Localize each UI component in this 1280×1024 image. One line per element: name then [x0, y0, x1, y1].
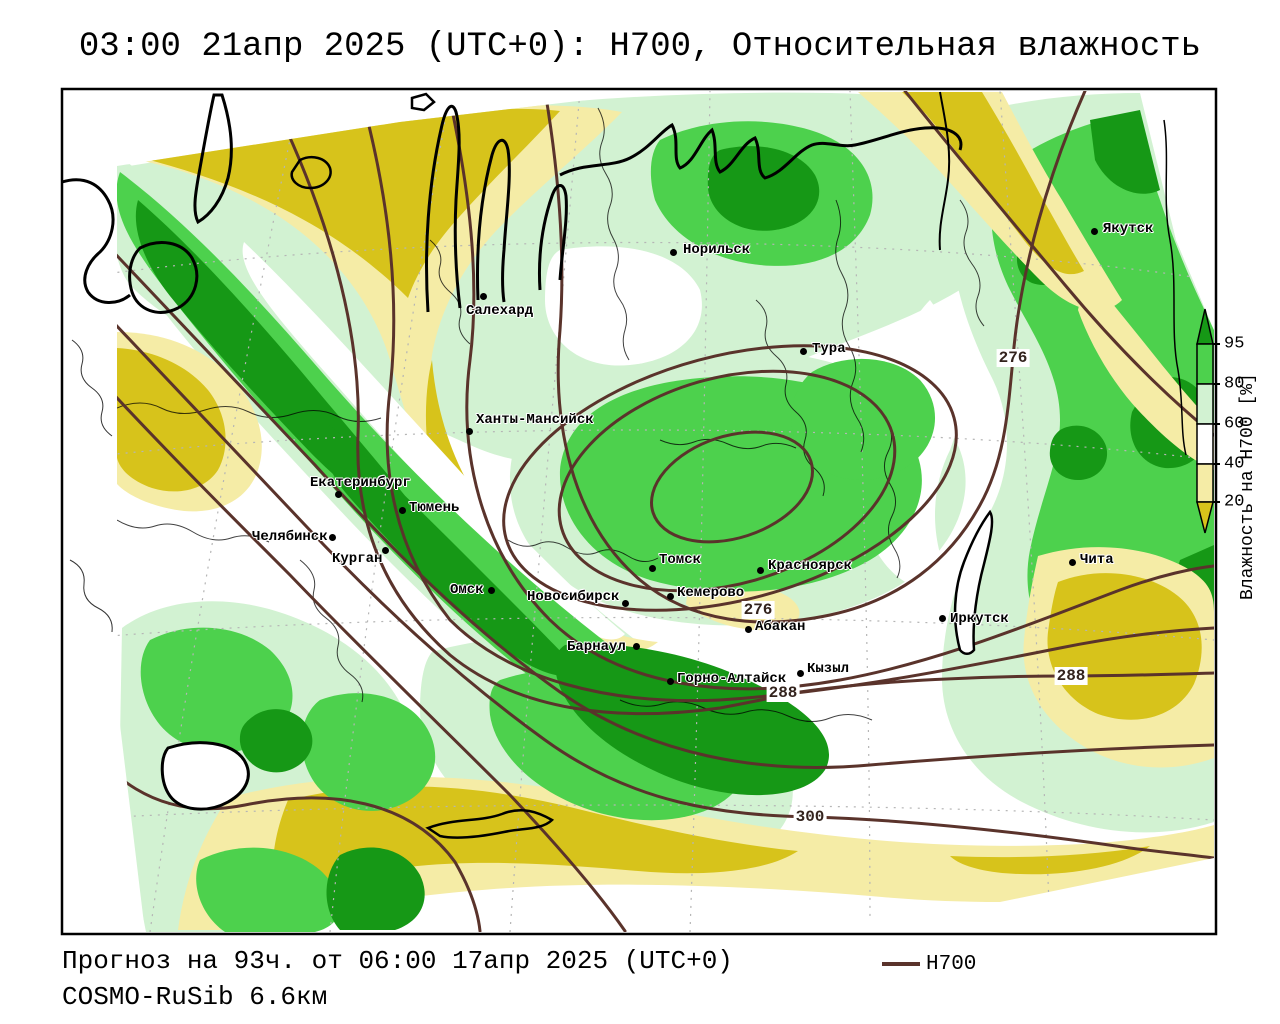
city-dot: [487, 586, 495, 594]
colorbar-tick-mark: [1213, 501, 1220, 503]
city-dot: [744, 625, 752, 633]
city-dot: [1068, 558, 1076, 566]
city-label: Горно-Алтайск: [677, 671, 787, 687]
city-label: Якутск: [1103, 221, 1154, 237]
city-dot: [398, 506, 406, 514]
h700-contours: [117, 91, 1214, 932]
city-dot: [938, 614, 946, 622]
city-label: Кызыл: [807, 661, 850, 677]
city-dot: [669, 248, 677, 256]
city-dot: [648, 564, 656, 572]
city-label: Абакан: [755, 619, 806, 635]
page-title: 03:00 21апр 2025 (UTC+0): H700, Относите…: [78, 28, 1202, 66]
city-label: Тура: [812, 341, 846, 357]
city-dot: [465, 427, 473, 435]
city-label: Новосибирск: [527, 589, 620, 605]
city-label: Екатеринбург: [310, 475, 411, 491]
forecast-caption: Прогноз на 93ч. от 06:00 17апр 2025 (UTC…: [62, 946, 733, 976]
city-label: Омск: [450, 582, 484, 598]
city-label: Норильск: [683, 242, 751, 258]
city-dot: [666, 592, 674, 600]
colorbar-tick-mark: [1213, 463, 1220, 465]
city-dot: [328, 533, 336, 541]
city-label: Томск: [659, 552, 702, 568]
contour-value-label: 288: [1054, 667, 1088, 685]
city-label: Кемерово: [677, 585, 745, 601]
city-label: Салехард: [466, 303, 534, 319]
city-dot: [334, 490, 342, 498]
city-label: Челябинск: [252, 529, 328, 545]
city-dot: [632, 642, 640, 650]
admin-borders: [117, 107, 985, 722]
city-dot: [796, 669, 804, 677]
city-dot: [666, 677, 674, 685]
h700-legend-label: H700: [926, 952, 977, 976]
city-dot: [621, 599, 629, 607]
h700-legend-line-sample: [882, 962, 920, 966]
city-dot: [1090, 227, 1098, 235]
h700-legend: H700: [882, 950, 976, 978]
contour-value-label: 276: [741, 601, 775, 619]
colorbar-tick-mark: [1213, 423, 1220, 425]
city-label: Курган: [332, 551, 383, 567]
contour-value-label: 288: [766, 684, 800, 702]
city-dot: [479, 292, 487, 300]
humidity-field: [117, 91, 1214, 932]
contour-value-label: 276: [996, 349, 1030, 367]
contour-value-label: 300: [793, 808, 827, 826]
colorbar-tick-label: 80: [1224, 374, 1245, 394]
city-label: Чита: [1080, 552, 1114, 568]
city-label: Ханты-Мансийск: [476, 412, 594, 428]
city-dot: [799, 347, 807, 355]
colorbar-tick-mark: [1213, 343, 1220, 345]
city-label: Иркутск: [950, 611, 1009, 627]
city-dot: [381, 546, 389, 554]
colorbar-tick-label: 95: [1224, 334, 1245, 354]
coastlines: [61, 91, 1187, 839]
city-dot: [756, 566, 764, 574]
model-caption: COSMO-RuSib 6.6км: [62, 982, 328, 1012]
city-label: Красноярск: [768, 558, 853, 574]
colorbar-tick-label: 20: [1224, 492, 1245, 512]
city-label: Барнаул: [567, 639, 626, 655]
colorbar-tick-label: 40: [1224, 454, 1245, 474]
colorbar-title: Влажность на H700 [%]: [1238, 373, 1258, 600]
humidity-colorbar: [1196, 308, 1214, 534]
colorbar-tick-label: 60: [1224, 414, 1245, 434]
city-label: Тюмень: [409, 500, 460, 516]
colorbar-tick-mark: [1213, 383, 1220, 385]
